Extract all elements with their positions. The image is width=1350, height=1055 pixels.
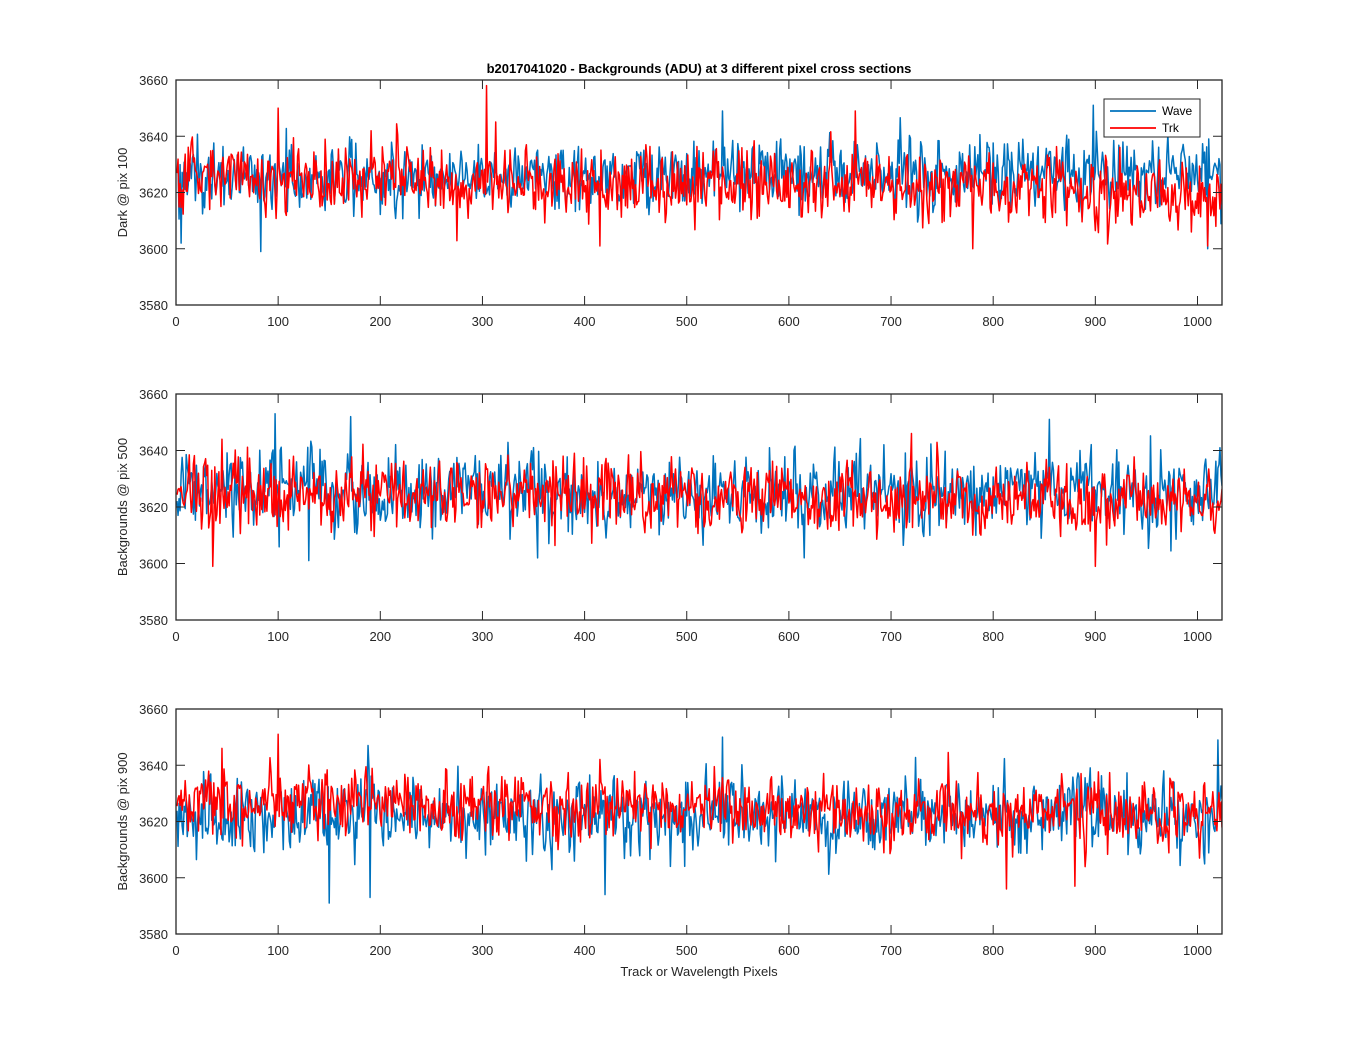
- x-tick-label: 500: [676, 629, 698, 644]
- x-tick-label: 600: [778, 314, 800, 329]
- x-tick-label: 200: [369, 943, 391, 958]
- x-tick-label: 0: [172, 943, 179, 958]
- x-tick-label: 1000: [1183, 314, 1212, 329]
- legend-label-wave: Wave: [1162, 104, 1193, 118]
- axes-panel-3: 0 100 200 300 400 500 600 700 800 900 1000 3580 3600…: [115, 702, 1223, 958]
- x-tick-label: 900: [1084, 629, 1106, 644]
- y-tick-label: 3660: [139, 702, 168, 717]
- x-tick-label: 200: [369, 629, 391, 644]
- x-tick-label: 0: [172, 629, 179, 644]
- x-tick-label: 200: [369, 314, 391, 329]
- x-tick-label: 700: [880, 629, 902, 644]
- y-tick-label: 3640: [139, 444, 168, 459]
- axes-root: 0 100 200 300 400 500 600 700 800 900 100035803600…: [115, 73, 1223, 958]
- y-tick-label: 3600: [139, 557, 168, 572]
- y-tick-label: 3660: [139, 387, 168, 402]
- series-line-trk: [176, 733, 1222, 890]
- y-tick-label: 3620: [139, 815, 168, 830]
- x-tick-label: 300: [472, 943, 494, 958]
- x-tick-label: 700: [880, 943, 902, 958]
- legend: Wave Trk: [1103, 98, 1201, 138]
- figure-title: b2017041020 - Backgrounds (ADU) at 3 dif…: [487, 61, 912, 76]
- series-line-trk: [176, 432, 1222, 568]
- x-tick-label: 1000: [1183, 943, 1212, 958]
- x-tick-label: 500: [676, 943, 698, 958]
- x-tick-label: 800: [982, 629, 1004, 644]
- x-tick-label: 1000: [1183, 629, 1212, 644]
- x-tick-label: 0: [172, 314, 179, 329]
- x-tick-label: 800: [982, 943, 1004, 958]
- legend-box: [1103, 98, 1201, 138]
- x-tick-label: 100: [267, 314, 289, 329]
- y-tick-label: 3580: [139, 927, 168, 942]
- x-tick-label: 700: [880, 314, 902, 329]
- x-tick-label: 500: [676, 314, 698, 329]
- axes-panel-2: 0 100 200 300 400 500 600 700 800 900 1000 3580 3600…: [115, 387, 1223, 644]
- x-tick-label: 400: [574, 629, 596, 644]
- x-tick-label: 100: [267, 629, 289, 644]
- y-axis-label: Backgrounds @ pix 500: [115, 438, 130, 576]
- y-tick-label: 3600: [139, 871, 168, 886]
- y-tick-label: 3580: [139, 298, 168, 313]
- x-tick-label: 600: [778, 629, 800, 644]
- y-tick-label: 3600: [139, 242, 168, 257]
- x-tick-label: 600: [778, 943, 800, 958]
- y-tick-label: 3580: [139, 613, 168, 628]
- legend-label-trk: Trk: [1162, 121, 1180, 135]
- x-tick-label: 400: [574, 943, 596, 958]
- axes-panel-1: 0 100 200 300 400 500 600 700 800 900 1000 3580 3600…: [115, 73, 1223, 329]
- x-tick-label: 400: [574, 314, 596, 329]
- x-tick-label: 800: [982, 314, 1004, 329]
- x-tick-label: 300: [472, 314, 494, 329]
- y-tick-label: 3640: [139, 129, 168, 144]
- x-tick-label: 900: [1084, 943, 1106, 958]
- x-tick-label: 100: [267, 943, 289, 958]
- y-axis-label: Backgrounds @ pix 900: [115, 752, 130, 890]
- x-tick-label: 300: [472, 629, 494, 644]
- series-line-trk: [176, 84, 1222, 250]
- y-tick-label: 3640: [139, 758, 168, 773]
- y-tick-label: 3620: [139, 186, 168, 201]
- series-line-wave: [176, 736, 1222, 904]
- x-tick-label: 900: [1084, 314, 1106, 329]
- y-tick-label: 3660: [139, 73, 168, 88]
- y-axis-label: Dark @ pix 100: [115, 148, 130, 238]
- x-axis-label: Track or Wavelength Pixels: [620, 964, 778, 979]
- y-tick-label: 3620: [139, 500, 168, 515]
